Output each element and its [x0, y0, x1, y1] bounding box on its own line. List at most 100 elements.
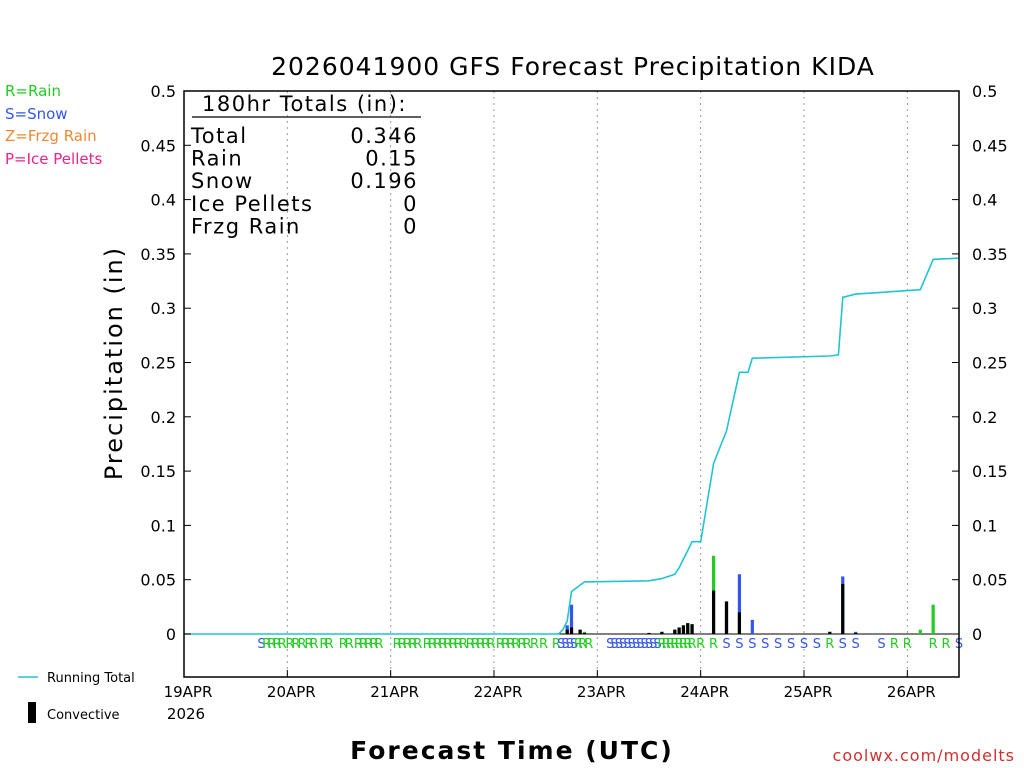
precip-type-marker: R	[272, 637, 281, 652]
y-tick-label: 0.1	[151, 516, 176, 535]
precip-type-marker: R	[459, 637, 468, 652]
y-tick-label: 0.5	[972, 82, 997, 101]
precip-type-marker: R	[496, 637, 505, 652]
convective-bar	[737, 612, 742, 634]
precip-type-marker: R	[511, 637, 520, 652]
precip-type-marker: R	[675, 637, 684, 652]
convective-bar	[673, 629, 677, 634]
x-tick-label: 19APR	[164, 683, 213, 701]
precip-type-marker: R	[369, 637, 378, 652]
precip-type-marker: R	[688, 637, 697, 652]
precip-type-marker: R	[375, 637, 384, 652]
precip-type-marker: R	[433, 637, 442, 652]
precip-type-marker: R	[449, 637, 458, 652]
precip-type-marker: S	[774, 637, 782, 652]
legend-frzg-rain: Z=Frzg Rain	[5, 127, 97, 145]
precip-type-marker: S	[722, 637, 730, 652]
precip-type-marker: R	[304, 637, 313, 652]
precip-type-marker: R	[481, 637, 490, 652]
precip-type-marker: S	[632, 637, 640, 652]
precip-type-marker: R	[942, 637, 951, 652]
precip-type-marker: R	[670, 637, 679, 652]
precip-type-marker: S	[653, 637, 661, 652]
y-tick-label: 0.3	[151, 299, 176, 318]
precip-type-marker: R	[825, 637, 834, 652]
convective-bar	[565, 629, 569, 634]
precip-type-marker: R	[262, 637, 271, 652]
precip-type-marker: R	[523, 637, 532, 652]
convective-bar	[711, 590, 716, 634]
precip-type-marker: R	[267, 637, 276, 652]
y-tick-label: 0.3	[972, 299, 997, 318]
precip-type-marker: R	[393, 637, 402, 652]
y-tick-label: 0.35	[140, 245, 176, 264]
legend-running-total: Running Total	[47, 671, 135, 686]
y-axis-left: 0 0.05 0.1 0.15 0.2 0.25 0.3 0.35 0.4 0.45 0.5	[140, 82, 191, 644]
convective-bar	[686, 623, 690, 634]
precip-type-marker: S	[645, 637, 653, 652]
legend-snow: S=Snow	[5, 105, 68, 123]
precip-type-marker: S	[628, 637, 636, 652]
y-tick-label: 0.15	[972, 462, 1008, 481]
precip-type-marker: R	[291, 637, 300, 652]
convective-bar	[828, 631, 832, 634]
precip-type-marker: S	[615, 637, 623, 652]
precip-type-marker: R	[552, 637, 561, 652]
y-tick-label: 0.15	[140, 462, 176, 481]
precip-type-marker: R	[578, 637, 587, 652]
precip-type-marker: R	[354, 637, 363, 652]
y-tick-label: 0.25	[972, 354, 1008, 373]
totals-row-label: Snow	[191, 169, 254, 193]
precip-type-marker: S	[566, 637, 574, 652]
precip-type-marker: R	[454, 637, 463, 652]
legend-ice-pellets: P=Ice Pellets	[5, 150, 102, 168]
precip-type-marker: R	[319, 637, 328, 652]
precip-type-marker: R	[339, 637, 348, 652]
x-axis: 19APR 2026 20APR 21APR 22APR 23APR 24APR 25APR 2…	[164, 670, 936, 723]
convective-bar	[681, 625, 686, 634]
precip-type-marker: R	[438, 637, 447, 652]
convective-bar	[647, 632, 651, 634]
legend-rain: R=Rain	[5, 82, 61, 100]
precip-type-marker: S	[813, 637, 821, 652]
totals-row-value: 0.346	[350, 124, 418, 148]
precip-type-marker: R	[403, 637, 412, 652]
precip-type-marker: R	[539, 637, 548, 652]
x-tick-label: 22APR	[474, 683, 523, 701]
y-tick-label: 0.4	[972, 191, 997, 210]
y-tick-label: 0	[166, 625, 176, 644]
precip-type-marker: S	[570, 637, 578, 652]
chart-title: 2026041900 GFS Forecast Precipitation KI…	[271, 52, 875, 81]
precip-type-marker: R	[890, 637, 899, 652]
convective-bar	[578, 629, 582, 634]
totals-row-label: Total	[190, 124, 248, 148]
precip-type-marker: S	[610, 637, 618, 652]
totals-row-label: Frzg Rain	[191, 214, 301, 238]
precip-type-marker: S	[636, 637, 644, 652]
precip-type-marker: R	[408, 637, 417, 652]
y-tick-label: 0.2	[972, 408, 997, 427]
precip-type-marker: R	[325, 637, 334, 652]
precip-bar	[750, 619, 754, 634]
convective-bar	[854, 632, 858, 634]
y-tick-label: 0.5	[151, 82, 176, 101]
y-tick-label: 0.05	[140, 571, 176, 590]
precip-type-marker: S	[641, 637, 649, 652]
precip-type-marker: R	[285, 637, 294, 652]
precip-type-marker: R	[310, 637, 319, 652]
x-tick-label: 24APR	[680, 683, 729, 701]
precip-type-marker: R	[929, 637, 938, 652]
x-tick-label: 20APR	[267, 683, 316, 701]
precip-type-marker: S	[619, 637, 627, 652]
precip-type-marker: S	[748, 637, 756, 652]
credit-text: coolwx.com/modelts	[833, 746, 1015, 765]
precip-type-marker: R	[709, 637, 718, 652]
y-tick-label: 0.1	[972, 516, 997, 535]
precip-type-marker: R	[683, 637, 692, 652]
precip-type-marker: R	[486, 637, 495, 652]
convective-bar	[677, 627, 681, 634]
y-tick-label: 0.2	[151, 408, 176, 427]
